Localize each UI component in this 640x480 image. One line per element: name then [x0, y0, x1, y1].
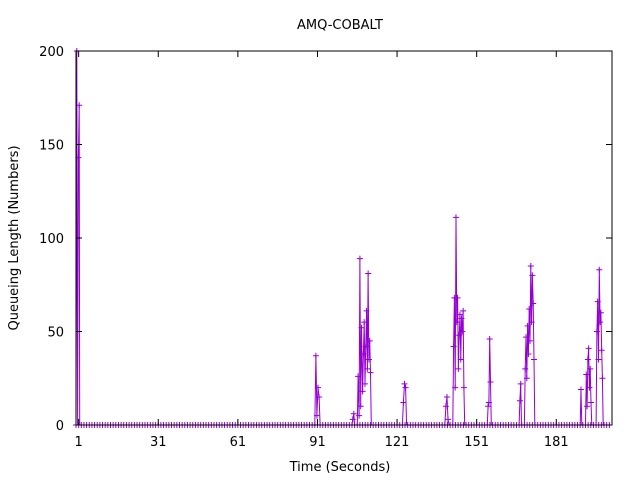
data-point-marker: [349, 416, 356, 423]
data-point-marker: [360, 350, 367, 357]
data-point-marker: [527, 337, 534, 344]
data-point-marker: [522, 365, 529, 372]
data-point-marker: [357, 403, 364, 410]
data-point-marker: [366, 337, 373, 344]
data-point-marker: [361, 319, 368, 326]
data-point-marker: [364, 365, 371, 372]
x-tick-label: 121: [385, 435, 410, 450]
data-point-marker: [587, 365, 594, 372]
y-axis-label: Queueing Length (Numbers): [7, 145, 22, 330]
data-point-marker: [485, 399, 492, 406]
data-point-marker: [443, 393, 450, 400]
data-point-marker: [516, 397, 523, 404]
data-point-marker: [314, 384, 321, 391]
data-point-marker: [358, 324, 365, 331]
data-point-marker: [577, 386, 584, 393]
data-point-marker: [350, 410, 357, 417]
data-point-marker: [485, 403, 492, 410]
x-tick-label: 151: [464, 435, 489, 450]
y-tick-label: 0: [56, 419, 64, 434]
plot-frame: [75, 50, 613, 426]
data-point-marker: [596, 266, 603, 273]
data-point-marker: [363, 307, 370, 314]
x-tick-label: 61: [230, 435, 247, 450]
data-point-marker: [456, 311, 463, 318]
data-point-marker: [523, 375, 530, 382]
data-point-marker: [588, 399, 595, 406]
data-point-marker: [594, 298, 601, 305]
data-point-marker: [597, 319, 604, 326]
y-tick-label: 50: [47, 326, 64, 341]
chart-title: AMQ-COBALT: [297, 18, 383, 33]
data-point-marker: [586, 384, 593, 391]
data-point-marker: [599, 375, 606, 382]
data-point-marker: [316, 393, 323, 400]
data-point-marker: [445, 416, 452, 423]
data-point-marker: [312, 352, 319, 359]
x-tick-label: 1: [75, 435, 83, 450]
y-tick-label: 100: [39, 232, 64, 247]
y-tick-label: 200: [39, 45, 64, 60]
data-point-marker: [459, 328, 466, 335]
data-point-marker: [356, 255, 363, 262]
data-point-marker: [523, 334, 530, 341]
data-point-marker: [584, 356, 591, 363]
data-point-marker: [402, 384, 409, 391]
data-point-marker: [400, 399, 407, 406]
data-point-marker: [452, 384, 459, 391]
x-tick-label: 91: [309, 435, 326, 450]
data-point-marker: [355, 373, 362, 380]
data-point-marker: [585, 345, 592, 352]
data-point-marker: [460, 307, 467, 314]
data-point-marker: [525, 350, 532, 357]
x-tick-label: 181: [544, 435, 569, 450]
data-point-marker: [527, 263, 534, 270]
data-point-marker: [456, 332, 463, 339]
data-point-marker: [313, 412, 320, 419]
data-point-marker: [595, 356, 602, 363]
data-point-marker: [359, 388, 366, 395]
data-point-marker: [76, 102, 83, 109]
data-point-marker: [442, 403, 449, 410]
data-point-marker: [487, 378, 494, 385]
data-point-marker: [457, 356, 464, 363]
data-point-marker: [530, 356, 537, 363]
y-tick-label: 150: [39, 139, 64, 154]
data-point-marker: [365, 356, 372, 363]
data-point-marker: [598, 347, 605, 354]
data-point-marker: [584, 403, 591, 410]
data-point-marker: [593, 328, 600, 335]
data-point-marker: [452, 214, 459, 221]
series-group: [73, 48, 613, 428]
data-point-marker: [583, 371, 590, 378]
data-point-marker: [356, 412, 363, 419]
x-tick-label: 31: [150, 435, 167, 450]
data-point-marker: [528, 319, 535, 326]
data-point-marker: [453, 319, 460, 326]
series-layer: [73, 48, 613, 428]
data-point-marker: [597, 309, 604, 316]
data-point-marker: [361, 380, 368, 387]
data-point-marker: [367, 369, 374, 376]
data-point-marker: [401, 380, 408, 387]
data-point-marker: [460, 384, 467, 391]
data-point-marker: [365, 270, 372, 277]
data-point-marker: [530, 300, 537, 307]
data-point-marker: [458, 315, 465, 322]
data-point-marker: [524, 322, 531, 329]
data-point-marker: [486, 335, 493, 342]
data-point-marker: [450, 343, 457, 350]
data-point-marker: [529, 272, 536, 279]
data-point-marker: [517, 380, 524, 387]
axis-layer: 0 50 100 150 200 1 31 61 91 121 151 181: [39, 45, 612, 450]
data-point-marker: [526, 306, 533, 313]
x-axis-label: Time (Seconds): [289, 460, 391, 475]
data-point-marker: [455, 365, 462, 372]
data-point-marker: [362, 343, 369, 350]
data-point-marker: [454, 294, 461, 301]
